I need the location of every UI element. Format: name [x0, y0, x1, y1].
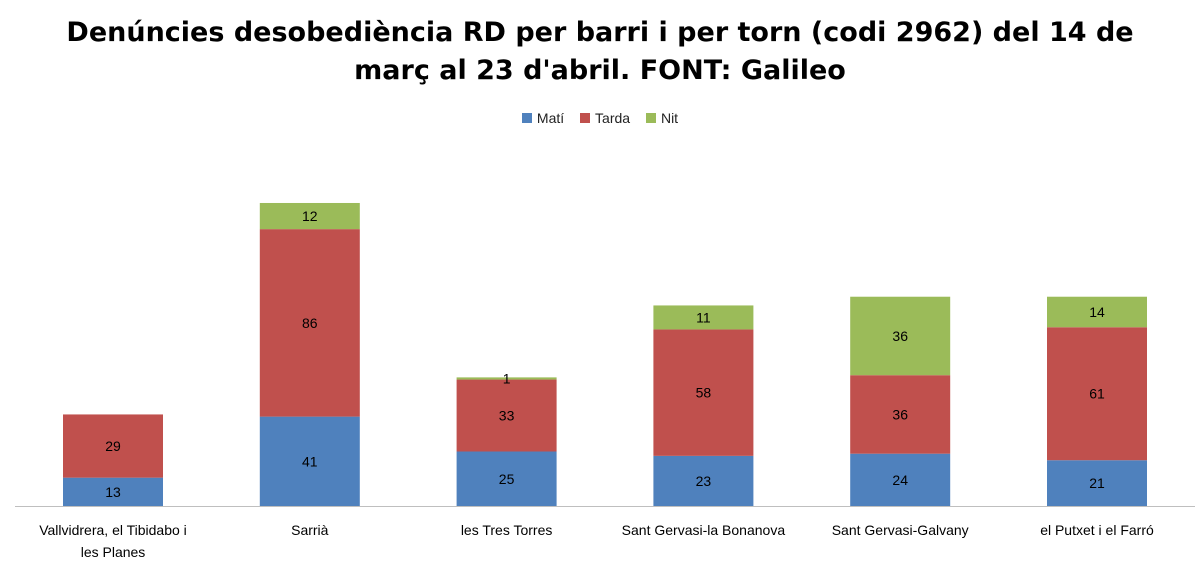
bar-mat-5	[1047, 460, 1147, 506]
category-label-5: el Putxet i el Farró	[1040, 522, 1154, 538]
bar-nit-2	[456, 377, 557, 380]
legend-label-mati: Matí	[536, 110, 565, 126]
bar-tarda-3	[653, 329, 754, 456]
bar-nit-3	[653, 305, 754, 330]
legend-label-nit: Nit	[660, 110, 679, 126]
bar-tarda-1	[259, 229, 360, 417]
legend-item-nit: Nit	[645, 110, 679, 126]
data-label-tarda-5: 61	[1089, 386, 1105, 402]
category-label-4: Sant Gervasi-Galvany	[832, 522, 969, 538]
chart-title: Denúncies desobediència RD per barri i p…	[0, 14, 1200, 90]
legend-swatch-tarda	[580, 113, 591, 123]
data-label-nit-4: 36	[892, 328, 908, 344]
bar-tarda-0	[63, 414, 163, 478]
data-label-tarda-0: 29	[105, 438, 121, 454]
data-label-mat-1: 41	[302, 453, 318, 469]
data-label-mat-2: 25	[499, 471, 515, 487]
legend: Matí Tarda Nit	[0, 110, 1200, 126]
chart-title-line-1: Denúncies desobediència RD per barri i p…	[66, 17, 1134, 48]
legend-label-tarda: Tarda	[595, 110, 631, 126]
bar-nit-5	[1047, 296, 1147, 328]
legend-swatch-nit	[645, 113, 656, 123]
data-label-nit-1: 12	[302, 208, 318, 224]
data-label-tarda-1: 86	[302, 315, 318, 331]
data-label-nit-5: 14	[1089, 304, 1105, 320]
data-label-mat-4: 24	[892, 472, 908, 488]
data-label-tarda-3: 58	[696, 385, 712, 401]
bar-tarda-4	[850, 375, 951, 454]
bar-nit-1	[259, 202, 360, 230]
bar-tarda-2	[456, 379, 557, 452]
bar-mat-3	[653, 455, 754, 506]
data-label-mat-3: 23	[696, 473, 712, 489]
category-label-1: Sarrià	[291, 522, 329, 538]
legend-item-mati: Matí	[521, 110, 565, 126]
bar-tarda-5	[1047, 327, 1147, 461]
data-label-tarda-2: 33	[499, 408, 515, 424]
category-label-0: Vallvidrera, el Tibidabo i les Planes	[39, 522, 187, 560]
bar-mat-2	[456, 451, 557, 506]
bar-mat-1	[259, 416, 360, 506]
bar-mat-0	[63, 477, 163, 506]
data-label-nit-3: 11	[696, 309, 711, 325]
category-label-2: les Tres Torres	[461, 522, 553, 538]
data-label-mat-0: 13	[105, 484, 121, 500]
data-label-nit-2: 1	[503, 370, 511, 386]
data-label-mat-5: 21	[1089, 475, 1105, 491]
legend-item-tarda: Tarda	[580, 110, 630, 126]
data-label-tarda-4: 36	[892, 406, 908, 422]
bar-mat-4	[850, 453, 951, 506]
legend-swatch-mati	[521, 113, 532, 123]
bar-nit-4	[850, 296, 951, 376]
chart-title-line-2: març al 23 d'abril. FONT: Galileo	[354, 55, 846, 86]
category-label-3: Sant Gervasi-la Bonanova	[622, 522, 786, 538]
